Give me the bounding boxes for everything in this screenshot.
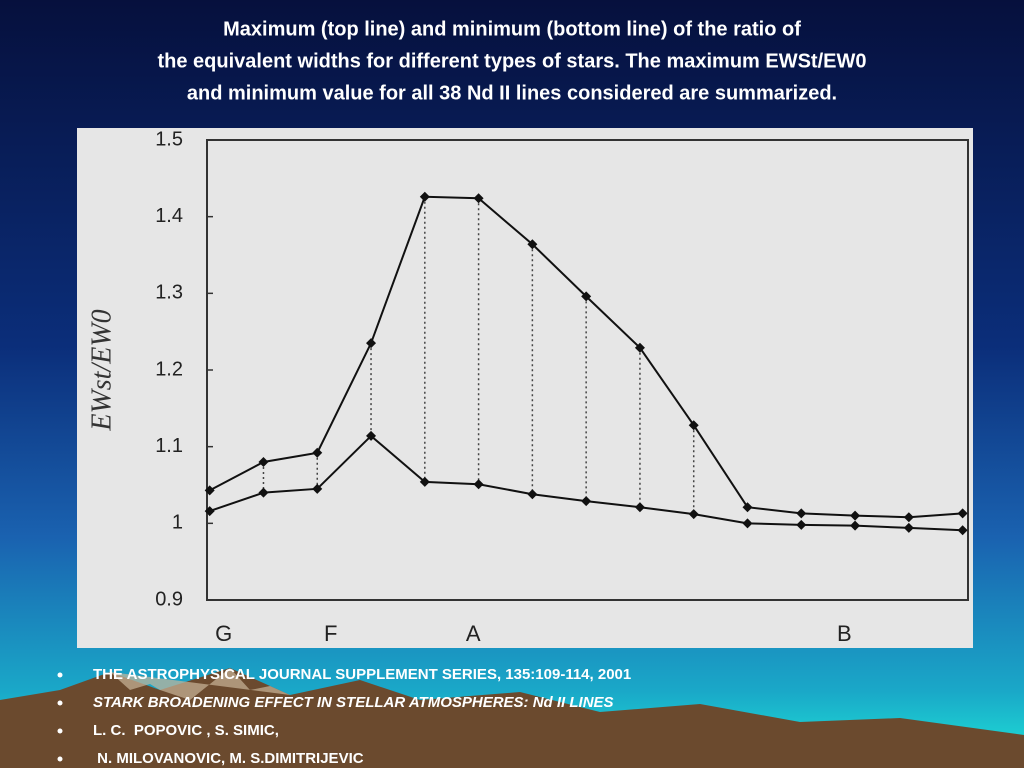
y-tick-label: 1.1 [155,435,183,457]
point-marker [850,510,861,521]
point-marker [903,522,914,533]
y-tick-label: 1.3 [155,282,183,304]
point-marker [850,520,861,531]
point-marker [634,342,645,353]
title-line: Maximum (top line) and minimum (bottom l… [223,18,801,40]
point-marker [796,519,807,530]
bullet-dot [57,700,63,706]
point-marker [634,502,645,513]
title-line: and minimum value for all 38 Nd II lines… [187,82,837,104]
bullet-text: L. C. POPOVIC , S. SIMIC, [93,722,279,739]
point-marker [312,483,323,494]
y-tick-label: 1.4 [155,205,183,227]
point-marker [742,502,753,513]
bullet-dot [57,728,63,734]
point-marker [527,489,538,500]
point-marker [419,191,430,202]
y-tick-label: 1.2 [155,358,183,380]
y-axis-label: EWst/EW0 [86,309,117,431]
point-marker [796,508,807,519]
bullet-text: THE ASTROPHYSICAL JOURNAL SUPPLEMENT SER… [93,666,631,683]
point-marker [688,509,699,520]
point-marker [688,420,699,431]
point-marker [312,447,323,458]
x-tick-label: A [466,621,481,646]
point-marker [258,487,269,498]
y-tick-label: 0.9 [155,588,183,610]
point-marker [957,525,968,536]
x-tick-label: F [324,621,337,646]
point-marker [366,338,377,349]
x-tick-label: B [837,621,852,646]
point-marker [742,518,753,529]
point-marker [473,193,484,204]
point-marker [204,485,215,496]
point-marker [581,291,592,302]
point-marker [957,508,968,519]
point-marker [366,430,377,441]
mountain-snow [110,668,290,700]
bullet-dot [57,756,63,762]
bullet-text: N. MILOVANOVIC, M. S.DIMITRIJEVIC [93,750,364,767]
title-line: the equivalent widths for different type… [157,50,866,72]
mountains [0,668,1024,768]
point-marker [419,476,430,487]
point-marker [527,239,538,250]
chart-background [77,128,973,648]
point-marker [581,496,592,507]
bullet-text: STARK BROADENING EFFECT IN STELLAR ATMOS… [93,694,614,711]
y-tick-label: 1.5 [155,128,183,150]
bullet-dot [57,672,63,678]
point-marker [204,506,215,517]
point-marker [473,479,484,490]
x-tick-label: G [215,621,232,646]
y-tick-label: 1 [172,512,183,534]
point-marker [903,512,914,523]
point-marker [258,457,269,467]
